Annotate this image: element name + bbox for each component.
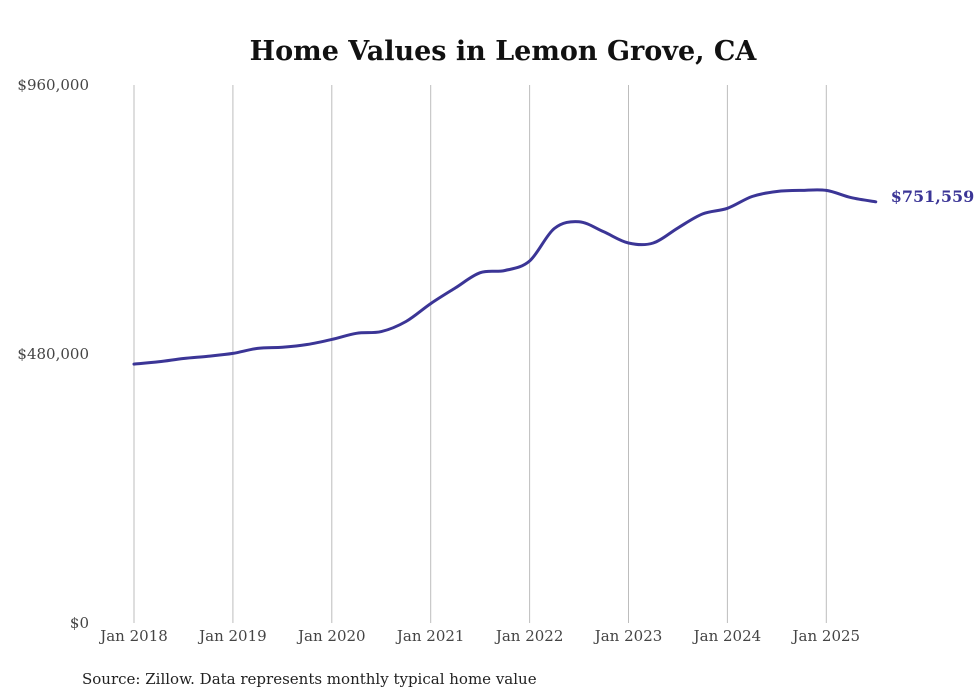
source-note: Source: Zillow. Data represents monthly … (82, 670, 537, 688)
x-tick-label: Jan 2025 (791, 627, 861, 645)
chart-title: Home Values in Lemon Grove, CA (250, 36, 758, 67)
x-tick-label: Jan 2018 (98, 627, 168, 645)
x-tick-label: Jan 2022 (494, 627, 564, 645)
series-layer: $751,559 (132, 187, 975, 366)
x-tick-label: Jan 2020 (296, 627, 366, 645)
y-tick-label: $480,000 (17, 345, 89, 363)
series-line (132, 188, 878, 366)
grid-lines (133, 85, 827, 623)
x-tick-label: Jan 2019 (197, 627, 267, 645)
x-axis: Jan 2018 Jan 2019 Jan 2020 Jan 2021 Jan 2022… (98, 627, 860, 645)
y-tick-label: $960,000 (17, 76, 89, 94)
end-value-label: $751,559 (891, 187, 975, 206)
x-tick-label: Jan 2023 (593, 627, 663, 645)
y-axis: $0 $480,000 $960,000 (17, 76, 89, 632)
x-tick-label: Jan 2024 (692, 627, 762, 645)
x-tick-label: Jan 2021 (395, 627, 465, 645)
y-tick-label: $0 (70, 614, 89, 632)
